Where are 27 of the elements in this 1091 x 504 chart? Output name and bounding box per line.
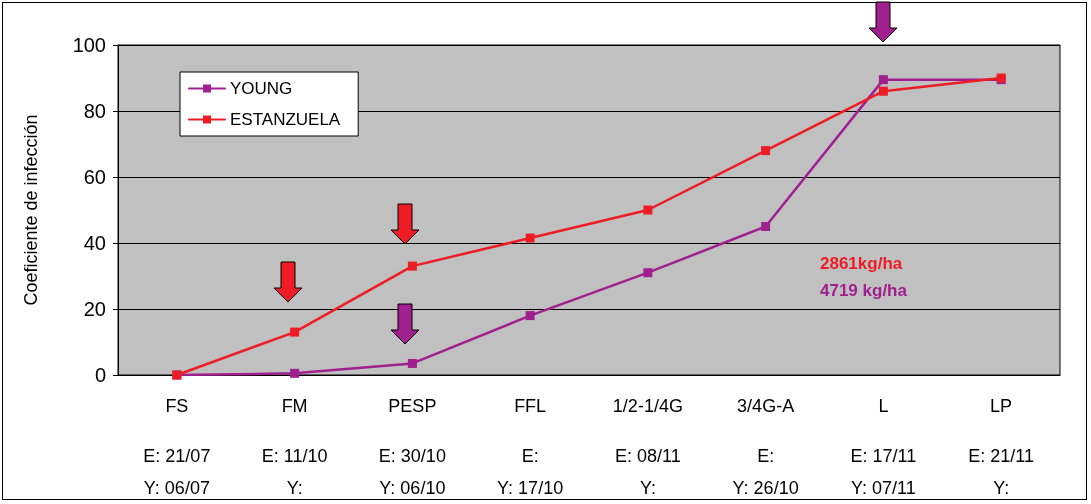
y-tick-label: 60 bbox=[83, 166, 106, 188]
legend-label: YOUNG bbox=[230, 79, 293, 98]
text: E: Y: 17/10 bbox=[497, 446, 564, 498]
y-tick-label: 0 bbox=[94, 364, 106, 386]
x-tick-label: PESP bbox=[388, 396, 437, 416]
x-tick-label: FFL bbox=[514, 396, 547, 416]
x-tick-label: 3/4G-A bbox=[737, 396, 795, 416]
y-tick-label: 20 bbox=[83, 298, 106, 320]
text: E: 17/11 Y: 07/11 bbox=[850, 446, 917, 498]
x-tick-label: 1/2-1/4G bbox=[612, 396, 683, 416]
text: E: 30/10 Y: 06/10 bbox=[378, 446, 446, 498]
x-tick-label: FM bbox=[281, 396, 308, 416]
text: E: 08/11 Y: bbox=[615, 446, 681, 498]
annotation: 2861kg/ha bbox=[820, 254, 903, 273]
text: E: Y: 26/10 bbox=[732, 446, 799, 498]
text: E: 21/11 Y: bbox=[968, 446, 1034, 498]
y-tick-label: 100 bbox=[72, 34, 106, 56]
x-tick-label: L bbox=[878, 396, 889, 416]
annotation: 4719 kg/ha bbox=[820, 281, 908, 300]
x-tick-label: LP bbox=[990, 396, 1013, 416]
y-axis-title: Coeficiente de infección bbox=[21, 114, 41, 306]
x-tick-label: FS bbox=[165, 396, 189, 416]
legend-label: ESTANZUELA bbox=[230, 110, 341, 129]
y-tick-label: 40 bbox=[83, 232, 106, 254]
text: E: 21/07 Y: 06/07 bbox=[143, 446, 211, 498]
text: E: 11/10 Y: bbox=[261, 446, 328, 498]
y-tick-label: 80 bbox=[83, 100, 106, 122]
